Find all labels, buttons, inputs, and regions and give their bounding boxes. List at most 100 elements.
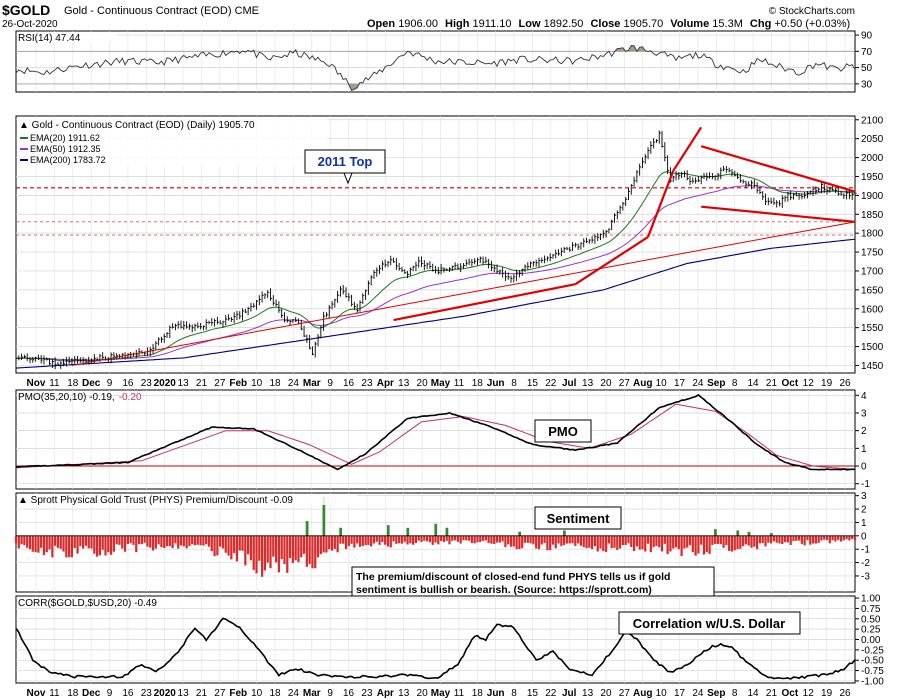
discount-bar (227, 535, 230, 556)
discount-bar (456, 535, 459, 542)
x-tick-label: 20 (417, 688, 429, 699)
discount-bar (219, 535, 222, 547)
premium-bar (714, 529, 717, 536)
discount-bar (31, 535, 34, 552)
resistance-label: 2011 Top (318, 154, 373, 169)
x-tick-label: 10 (656, 688, 668, 699)
discount-bar (185, 535, 188, 549)
x-tick-label: 13 (398, 378, 410, 389)
x-tick-label: 15 (527, 378, 539, 389)
x-tick-label: Apr (377, 378, 394, 389)
x-tick-label: 21 (766, 688, 778, 699)
discount-bar (803, 535, 806, 546)
discount-bar (811, 535, 815, 544)
discount-bar (772, 535, 776, 542)
discount-bar (330, 535, 334, 551)
discount-bar (244, 535, 247, 566)
discount-bar (498, 535, 501, 543)
x-tick-label: 14 (748, 688, 760, 699)
price-panel: 1450 1500 1550 1600 1650 1700 1750 1800 1850 1900… (15, 115, 884, 374)
x-tick-label: 11 (454, 688, 465, 699)
discount-bar (476, 535, 479, 543)
discount-bar (641, 535, 644, 550)
x-tick-label: Apr (377, 688, 394, 699)
discount-bar (512, 535, 515, 547)
discount-bar (490, 535, 493, 544)
x-tick-label: 23 (361, 378, 373, 389)
discount-bar (258, 535, 261, 561)
x-tick-label: 18 (269, 378, 281, 389)
x-tick-label: 8 (732, 688, 738, 699)
y-tick-label: 0 (861, 462, 867, 473)
x-tick-label: 27 (214, 378, 226, 389)
discount-bar (168, 535, 171, 547)
discount-bar (515, 535, 518, 550)
discount-bar (358, 535, 362, 547)
discount-bar (370, 535, 373, 547)
rsi-title-bg (17, 32, 117, 43)
x-tick-label: 18 (67, 688, 79, 699)
premium-bar (518, 531, 522, 536)
discount-bar (501, 535, 504, 542)
discount-bar (423, 535, 426, 541)
y-tick-label: 3 (861, 491, 867, 502)
discount-bar (655, 535, 658, 547)
discount-bar (795, 535, 798, 541)
discount-bar (719, 535, 722, 545)
discount-bar (140, 535, 143, 545)
discount-bar (627, 535, 630, 544)
x-tick-label: Nov (27, 688, 46, 699)
discount-bar (17, 535, 20, 549)
x-tick-label: 9 (107, 688, 113, 699)
discount-bar (205, 535, 208, 545)
discount-bar (109, 535, 113, 555)
discount-bar (554, 535, 557, 549)
discount-bar (115, 535, 118, 545)
discount-bar (632, 535, 636, 552)
legend-entry: EMA(20) 1911.62 (30, 133, 100, 143)
instrument-name: Gold - Continuous Contract (EOD) CME (64, 5, 259, 17)
y-tick-label: 1.00 (861, 594, 881, 605)
premium-bar (386, 525, 390, 536)
pmo-title: PMO(35,20,10) -0.19, -0.20 (18, 392, 142, 403)
discount-bar (473, 535, 476, 544)
premium-bar (747, 531, 751, 536)
ema200-line (15, 238, 856, 369)
discount-bar (34, 535, 37, 553)
discount-bar (529, 535, 532, 544)
discount-bar (386, 535, 390, 547)
symbol-title: $GOLD (2, 2, 50, 18)
discount-bar (728, 535, 731, 551)
x-tick-label: 19 (821, 688, 833, 699)
discount-bar (549, 535, 552, 551)
x-tick-label: 10 (251, 378, 263, 389)
trendline (393, 283, 576, 322)
discount-bar (165, 535, 169, 547)
discount-bar (302, 535, 306, 554)
x-tick-label: Aug (633, 688, 652, 699)
discount-bar (624, 535, 627, 546)
premium-bar (736, 530, 740, 536)
discount-bar (210, 535, 213, 552)
discount-bar (414, 535, 418, 544)
discount-bar (28, 535, 32, 550)
discount-bar (434, 535, 437, 543)
pmo-panel: -1 0 1 2 3 4 PMO(35,20,10) -0.19, -0.20 PMO (15, 389, 870, 490)
discount-bar (610, 535, 613, 549)
x-tick-label: 27 (214, 688, 226, 699)
discount-bar (367, 535, 370, 545)
x-tick-label: 13 (582, 378, 594, 389)
discount-bar (733, 535, 736, 551)
discount-bar (750, 535, 753, 548)
discount-bar (37, 535, 40, 553)
x-tick-label: 20 (417, 378, 429, 389)
discount-bar (672, 535, 675, 549)
discount-bar (604, 535, 608, 552)
discount-bar (495, 535, 499, 543)
x-tick-label: 27 (619, 688, 631, 699)
x-tick-label: 14 (748, 378, 760, 389)
legend-entry: EMA(50) 1912.35 (30, 144, 101, 154)
y-tick-label: -1.00 (861, 676, 884, 687)
discount-bar (191, 535, 194, 545)
sentiment-title-bg (17, 494, 357, 505)
